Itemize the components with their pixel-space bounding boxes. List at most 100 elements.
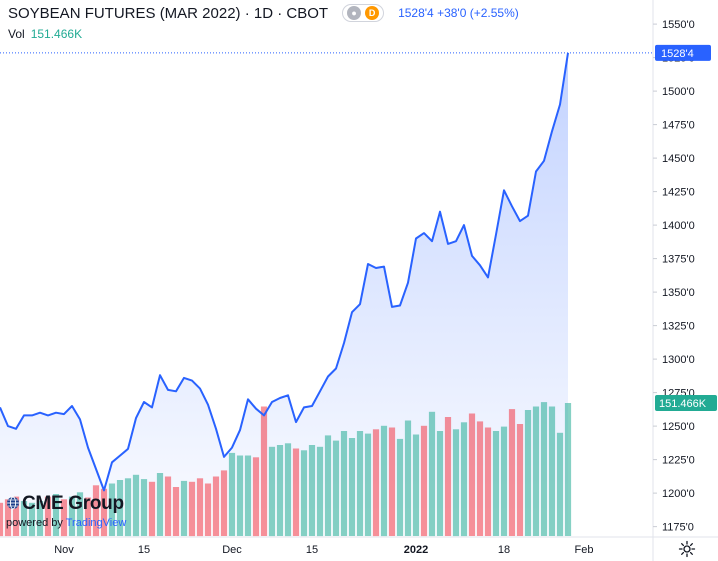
x-tick-label: 2022 [404, 544, 428, 556]
volume-bar [196, 478, 204, 537]
volume-bar [260, 406, 268, 536]
y-tick-label: 1200'0 [662, 488, 695, 500]
volume-bar [68, 496, 76, 536]
volume-bar [300, 450, 308, 537]
volume-bar [468, 413, 476, 536]
y-tick-label: 1400'0 [662, 220, 695, 232]
x-tick-label: 15 [138, 544, 150, 556]
volume-bar [452, 429, 460, 537]
y-tick-label: 1325'0 [662, 321, 695, 333]
volume-bar [396, 438, 404, 536]
market-status-icon[interactable]: ● [347, 6, 362, 20]
volume-bar [308, 445, 316, 536]
y-tick-label: 1475'0 [662, 120, 695, 132]
volume-bar [516, 424, 524, 536]
volume-bar [372, 429, 380, 537]
powered-by-text: powered by [6, 517, 63, 529]
volume-bar [148, 481, 156, 537]
volume-bar [36, 501, 44, 536]
volume-value: 151.466K [30, 27, 83, 41]
y-tick-label: 1225'0 [662, 455, 695, 467]
last-price-tag-text: 1528'4 [661, 48, 694, 60]
volume-bar [404, 420, 412, 536]
volume-bar [228, 452, 236, 536]
volume-bar [484, 427, 492, 536]
volume-bar [172, 487, 180, 536]
chart-header: SOYBEAN FUTURES (MAR 2022) · 1D · CBOT ●… [8, 4, 519, 22]
volume-bar [508, 409, 516, 536]
volume-bar [268, 446, 276, 537]
volume-bar [532, 406, 540, 536]
volume-bar [52, 494, 60, 536]
volume-legend: Vol 151.466K [8, 27, 82, 41]
cme-group-brand: CME Group [22, 493, 124, 514]
status-badges[interactable]: ● D [342, 4, 385, 22]
volume-bar [212, 476, 220, 536]
volume-bar [12, 496, 20, 536]
cme-tradingview-logo[interactable]: CME Group powered by TradingView [6, 493, 126, 529]
y-tick-label: 1300'0 [662, 354, 695, 366]
volume-bar [356, 431, 364, 536]
price-area-fill [0, 52, 568, 537]
volume-bar [324, 435, 332, 536]
volume-bar [444, 417, 452, 536]
volume-bar [44, 496, 52, 536]
gear-icon[interactable] [678, 540, 696, 558]
x-tick-label: Feb [575, 544, 594, 556]
volume-bar [124, 478, 132, 537]
volume-bar [236, 455, 244, 536]
tradingview-link[interactable]: TradingView [65, 517, 127, 529]
volume-bar [340, 431, 348, 536]
volume-bar [4, 499, 12, 537]
volume-bar [500, 426, 508, 536]
volume-bar [140, 479, 148, 536]
volume-bar [164, 476, 172, 536]
last-price-tag [655, 44, 711, 61]
x-tick-label: Nov [54, 544, 74, 556]
y-tick-label: 1250'0 [662, 421, 695, 433]
powered-by-line: powered by TradingView [6, 517, 126, 529]
volume-bar [292, 448, 300, 536]
x-tick-label: 18 [498, 544, 510, 556]
volume-bar [100, 488, 108, 537]
volume-tag-text: 151.466K [659, 398, 707, 410]
y-tick-label: 1550'0 [662, 19, 695, 31]
volume-bar [132, 474, 140, 537]
y-tick-label: 1500'0 [662, 86, 695, 98]
volume-bar [276, 445, 284, 536]
symbol-title: SOYBEAN FUTURES (MAR 2022) · 1D · CBOT [8, 4, 329, 22]
volume-bar [204, 483, 212, 536]
volume-bar [92, 485, 100, 537]
volume-bar [28, 502, 36, 537]
volume-bar [220, 470, 228, 536]
delayed-data-badge[interactable]: D [365, 6, 380, 20]
volume-bar [252, 457, 260, 537]
volume-bar [108, 483, 116, 536]
volume-bar [540, 402, 548, 536]
volume-bar [316, 446, 324, 537]
volume-bar [380, 425, 388, 537]
last-price-value: 1528'4 [398, 6, 434, 20]
globe-icon [7, 496, 19, 510]
y-tick-label: 1375'0 [662, 254, 695, 266]
volume-bar [156, 473, 164, 536]
volume-bar [412, 434, 420, 536]
volume-bar [60, 499, 68, 537]
volume-bar [364, 433, 372, 536]
y-tick-label: 1175'0 [662, 522, 694, 534]
volume-bar [524, 410, 532, 536]
y-tick-label: 1425'0 [662, 187, 695, 199]
y-tick-label: 1350'0 [662, 287, 695, 299]
volume-bar [436, 431, 444, 536]
price-readout: 1528'4 +38'0 (+2.55%) [398, 6, 519, 20]
x-tick-label: 15 [306, 544, 318, 556]
volume-label: Vol [8, 27, 25, 41]
price-line [0, 52, 569, 492]
volume-bar [348, 438, 356, 536]
volume-bar [20, 501, 28, 536]
volume-bar [476, 421, 484, 536]
volume-bar [180, 480, 188, 536]
x-tick-label: Dec [222, 544, 242, 556]
volume-bar [420, 425, 428, 537]
